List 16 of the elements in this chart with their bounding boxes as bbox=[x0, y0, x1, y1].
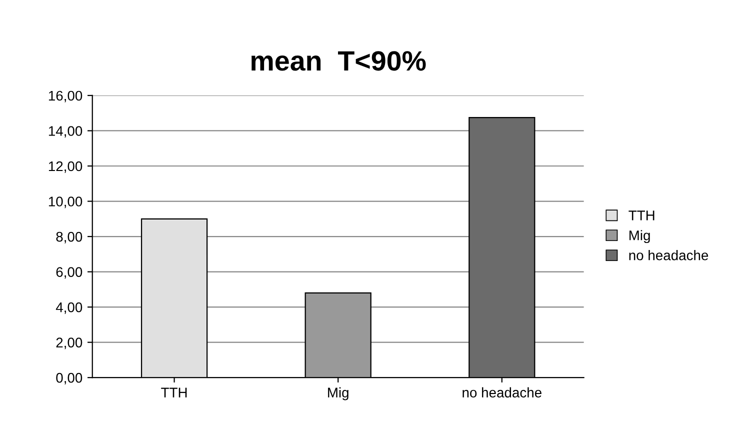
x-tick-label: no headache bbox=[462, 387, 542, 398]
legend-label: TTH bbox=[628, 210, 654, 220]
x-tick-label: TTH bbox=[161, 388, 187, 398]
y-tick-label: 6,00 bbox=[56, 267, 82, 279]
y-tick-label: 4,00 bbox=[56, 302, 82, 314]
legend-label: Mig bbox=[630, 230, 650, 244]
y-tick-label: 2,00 bbox=[56, 338, 82, 350]
y-tick-label: 16,00 bbox=[48, 90, 82, 102]
y-tick-label: 14,00 bbox=[48, 126, 82, 138]
y-tick-label: 0,00 bbox=[56, 372, 82, 384]
legend-label: no headache bbox=[629, 250, 708, 260]
y-tick-label: 10,00 bbox=[48, 196, 82, 208]
x-tick-label: Mig bbox=[328, 387, 348, 400]
y-tick-label: 12,00 bbox=[48, 161, 82, 173]
chart-title: mean T<90% bbox=[252, 51, 426, 71]
y-tick-label: 8,00 bbox=[56, 232, 82, 244]
